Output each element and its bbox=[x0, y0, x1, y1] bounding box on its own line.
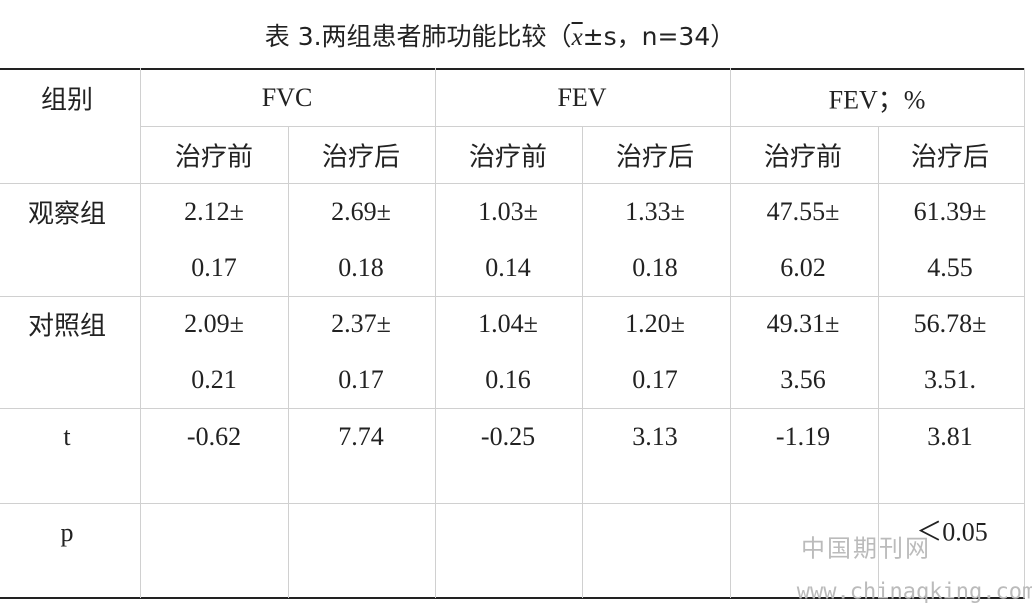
rule bbox=[0, 68, 1025, 70]
cell: 1.33± bbox=[625, 197, 685, 226]
rule bbox=[435, 68, 436, 598]
rule bbox=[730, 68, 731, 598]
rule bbox=[0, 296, 1025, 297]
cell: ＜0.05 bbox=[916, 517, 988, 547]
cell: 3.56 bbox=[780, 365, 826, 394]
cell: 7.74 bbox=[338, 422, 384, 451]
cell: 2.09± bbox=[184, 309, 244, 338]
cell: 0.21 bbox=[191, 365, 237, 394]
cell: 61.39± bbox=[913, 197, 987, 226]
row-label: 观察组 bbox=[27, 199, 107, 229]
cell: -0.62 bbox=[186, 422, 242, 451]
rule bbox=[0, 183, 1025, 184]
subcolumn-header: 治疗后 bbox=[615, 142, 695, 172]
title-suffix: ±s，n=34） bbox=[582, 22, 736, 51]
cell: 47.55± bbox=[766, 197, 840, 226]
cell: 1.03± bbox=[478, 197, 538, 226]
subcolumn-header: 治疗前 bbox=[174, 142, 254, 172]
cell: 49.31± bbox=[766, 309, 840, 338]
cell: 56.78± bbox=[913, 309, 987, 338]
rule bbox=[1024, 68, 1025, 598]
column-header: FEV bbox=[557, 83, 607, 112]
cell: 3.81 bbox=[927, 422, 973, 451]
cell: 0.17 bbox=[191, 253, 237, 282]
title-symbol: x bbox=[571, 24, 583, 51]
rule bbox=[0, 503, 1025, 504]
row-label: t bbox=[63, 422, 71, 451]
watermark: www.chinaqking.com bbox=[796, 579, 1032, 605]
cell: 2.12± bbox=[184, 197, 244, 226]
subcolumn-header: 治疗后 bbox=[321, 142, 401, 172]
subcolumn-header: 治疗前 bbox=[468, 142, 548, 172]
cell: 0.18 bbox=[338, 253, 384, 282]
cell: 4.55 bbox=[927, 253, 973, 282]
row-label: 对照组 bbox=[27, 311, 107, 341]
column-header: FVC bbox=[261, 83, 313, 112]
cell: 2.69± bbox=[331, 197, 391, 226]
cell: 6.02 bbox=[780, 253, 826, 282]
subcolumn-header: 治疗前 bbox=[763, 142, 843, 172]
cell: 2.37± bbox=[331, 309, 391, 338]
cell: 1.20± bbox=[625, 309, 685, 338]
cell: 0.14 bbox=[485, 253, 531, 282]
cell: 3.13 bbox=[632, 422, 678, 451]
subcolumn-header: 治疗后 bbox=[910, 142, 990, 172]
cell: 0.17 bbox=[338, 365, 384, 394]
cell: -0.25 bbox=[480, 422, 536, 451]
rule bbox=[582, 126, 583, 598]
cell: -1.19 bbox=[775, 422, 831, 451]
rule bbox=[288, 126, 289, 598]
cell: 0.17 bbox=[632, 365, 678, 394]
cell: 3.51. bbox=[924, 365, 976, 394]
cell: 0.16 bbox=[485, 365, 531, 394]
row-label: p bbox=[60, 518, 74, 547]
cell: 1.04± bbox=[478, 309, 538, 338]
title: 表 3.两组患者肺功能比较（x±s，n=34） bbox=[265, 17, 736, 53]
watermark: 中国期刊网 bbox=[801, 536, 931, 563]
rule bbox=[878, 126, 879, 598]
rule bbox=[0, 597, 1025, 599]
title-prefix: 表 3.两组患者肺功能比较（ bbox=[264, 22, 572, 51]
rule bbox=[0, 408, 1025, 409]
cell: 0.18 bbox=[632, 253, 678, 282]
rule bbox=[140, 68, 141, 598]
column-header: FEV；% bbox=[828, 85, 926, 115]
group-header: 组别 bbox=[40, 85, 94, 115]
